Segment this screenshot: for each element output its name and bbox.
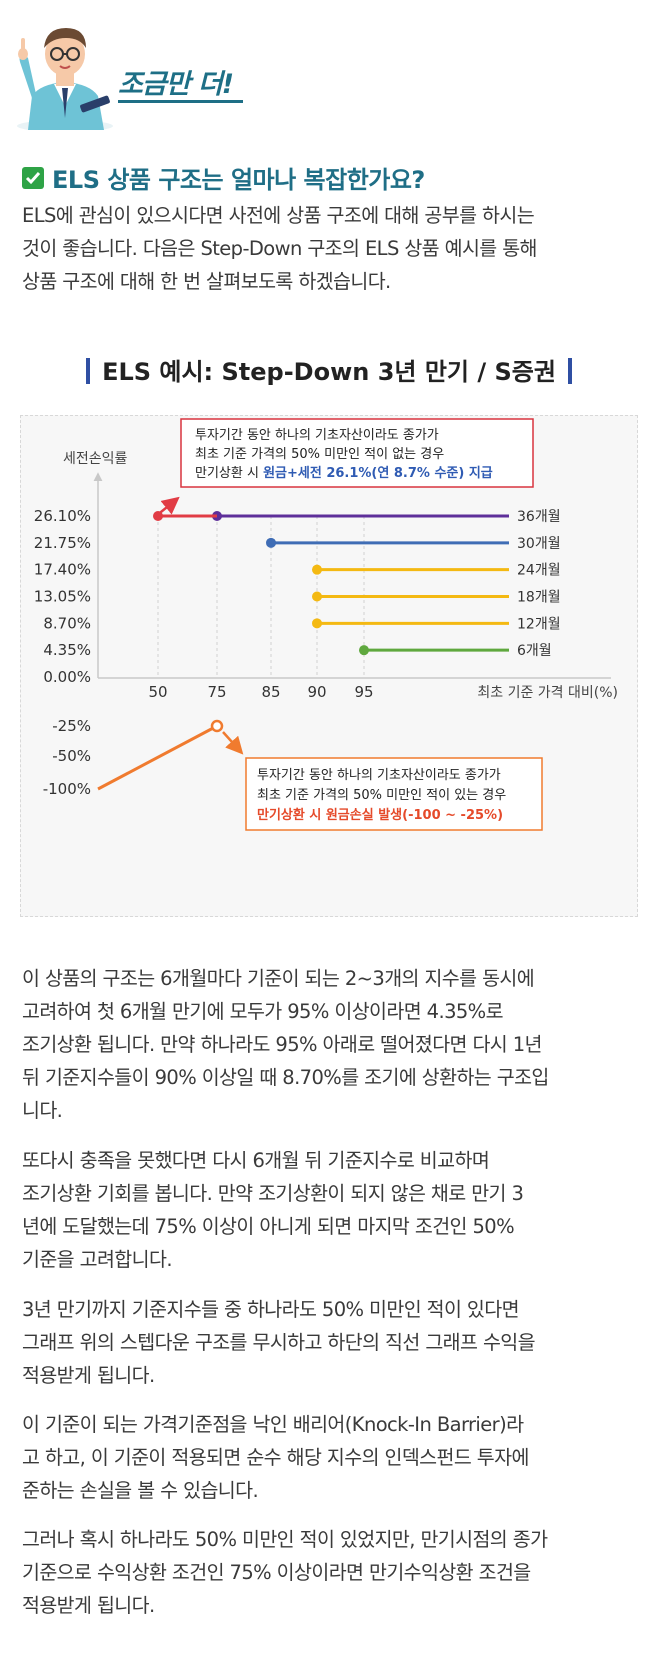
series-label: 18개월 [517,590,561,606]
body-line: 고려하여 첫 6개월 만기에 모두가 95% 이상이라면 4.35%로 [22,1000,504,1023]
callout-top-arrow [155,496,180,517]
teacher-mascot-icon [17,28,113,130]
x-tick-label: 90 [307,683,326,701]
loss-point [210,719,224,733]
series-point [312,618,322,629]
body-line: 그러나 혹시 하나라도 50% 미만인 적이 있었지만, 만기시점의 종가 [22,1528,548,1551]
x-tick-label: 75 [207,683,226,701]
y-tick-label: -100% [43,780,91,798]
callout-bottom-line1: 투자기간 동안 하나의 기초자산이라도 종가가 [257,768,501,783]
body-line: 적용받게 됩니다. [22,1594,155,1617]
series-label: 12개월 [517,616,561,632]
example-title-text: ELS 예시: Step-Down 3년 만기 / S증권 [102,358,556,386]
series-point [312,591,322,602]
body-line: 뒤 기준지수들이 90% 이상일 때 8.70%를 조기에 상환하는 구조입 [22,1066,549,1089]
body-line: 그래프 위의 스텝다운 구조를 무시하고 하단의 직선 그래프 수익을 [22,1331,536,1354]
callout-bottom-highlight: 만기상환 시 원금손실 발생(-100 ~ -25%) [257,807,503,823]
checkmark-icon [22,166,44,189]
callout-bottom-line2: 최초 기준 가격의 50% 미만인 적이 있는 경우 [257,788,506,803]
chart-panel: 세전손익률 36개월 30개월 24개월 18개월 12개월 6개월 26.10% 21.7… [20,415,638,917]
series-point [312,564,322,575]
body-line: 기준을 고려합니다. [22,1248,173,1271]
series-point [359,645,369,656]
body-line: 준하는 손실을 볼 수 있습니다. [22,1479,259,1502]
body-line: 고 하고, 이 기준이 적용되면 순수 해당 지수의 인덱스펀드 투자에 [22,1446,529,1469]
callout-top-line3: 만기상환 시 [195,466,263,481]
badge-label: 조금만 더! [118,69,234,100]
intro-line: ELS에 관심이 있으시다면 사전에 상품 구조에 대해 공부를 하시는 [22,204,535,227]
y-axis-label: 세전손익률 [63,451,128,467]
series-label: 30개월 [517,536,561,552]
y-tick-label: 21.75% [34,534,91,552]
intro-paragraph: ELS에 관심이 있으시다면 사전에 상품 구조에 대해 공부를 하시는 것이 … [22,199,640,298]
example-title: ELS 예시: Step-Down 3년 만기 / S증권 [0,352,658,388]
y-tick-label: -25% [52,717,91,735]
question-title: ELS 상품 구조는 얼마나 복잡한가요? [22,160,425,195]
series-label: 6개월 [517,643,552,659]
callout-top-line2: 최초 기준 가격의 50% 미만인 적이 없는 경우 [195,447,444,462]
badge-underline [118,100,243,103]
intro-line: 것이 좋습니다. 다음은 Step-Down 구조의 ELS 상품 예시를 통해 [22,237,538,260]
svg-text:만기상환 시 원금+세전 26.1%(연 8.7% 수준): 만기상환 시 원금+세전 26.1%(연 8.7% 수준) 지급 [195,465,493,481]
intro-line: 상품 구조에 대해 한 번 살펴보도록 하겠습니다. [22,270,391,293]
x-tick-label: 85 [261,683,280,701]
body-line: 기준으로 수익상환 조건인 75% 이상이라면 만기수익상환 조건을 [22,1561,531,1584]
body-line: 또다시 충족을 못했다면 다시 6개월 뒤 기준지수로 비교하며 [22,1149,490,1172]
body-line: 3년 만기까지 기준지수들 중 하나라도 50% 미만인 적이 있다면 [22,1298,520,1321]
callout-top-highlight: 원금+세전 26.1%(연 8.7% 수준) 지급 [263,465,493,481]
y-tick-label: 17.40% [34,561,91,579]
y-tick-label: 13.05% [34,588,91,606]
y-tick-label: 0.00% [43,668,91,686]
series-label: 36개월 [517,509,561,525]
body-line: 조기상환 기회를 봅니다. 만약 조기상환이 되지 않은 채로 만기 3 [22,1182,524,1205]
body-paragraph: 이 기준이 되는 가격기준점을 낙인 배리어(Knock-In Barrier)… [22,1408,640,1507]
header: 조금만 더! [0,0,658,140]
body-line: 년에 도달했는데 75% 이상이 아니게 되면 마지막 조건인 50% [22,1215,515,1238]
x-tick-label: 95 [354,683,373,701]
body-line: 조기상환 됩니다. 만약 하나라도 95% 아래로 떨어졌다면 다시 1년 [22,1033,543,1056]
callout-bottom-box [245,757,543,831]
callout-top-line1: 투자기간 동안 하나의 기초자산이라도 종가가 [195,428,439,443]
body-line: 이 기준이 되는 가격기준점을 낙인 배리어(Knock-In Barrier)… [22,1413,524,1436]
title-bar-right [567,358,572,384]
callout-bottom-arrow [222,731,244,755]
callout-top-box [180,418,534,488]
y-tick-label: 4.35% [43,641,91,659]
y-tick-label: 8.70% [43,614,91,632]
body-line: 이 상품의 구조는 6개월마다 기준이 되는 2~3개의 지수를 동시에 [22,967,535,990]
y-tick-label: -50% [52,747,91,765]
series-point [266,537,276,548]
loss-line [97,724,218,791]
series-label: 24개월 [517,563,561,579]
step-down-chart: 세전손익률 36개월 30개월 24개월 18개월 12개월 6개월 26.10% 21.7… [34,418,618,831]
title-bar-left [86,358,91,384]
y-tick-label: 26.10% [34,507,91,525]
body-line: 적용받게 됩니다. [22,1364,155,1387]
x-axis-label: 최초 기준 가격 대비(%) [477,685,618,701]
x-tick-label: 50 [148,683,167,701]
body-line: 니다. [22,1099,63,1122]
question-title-text: ELS 상품 구조는 얼마나 복잡한가요? [52,166,425,194]
